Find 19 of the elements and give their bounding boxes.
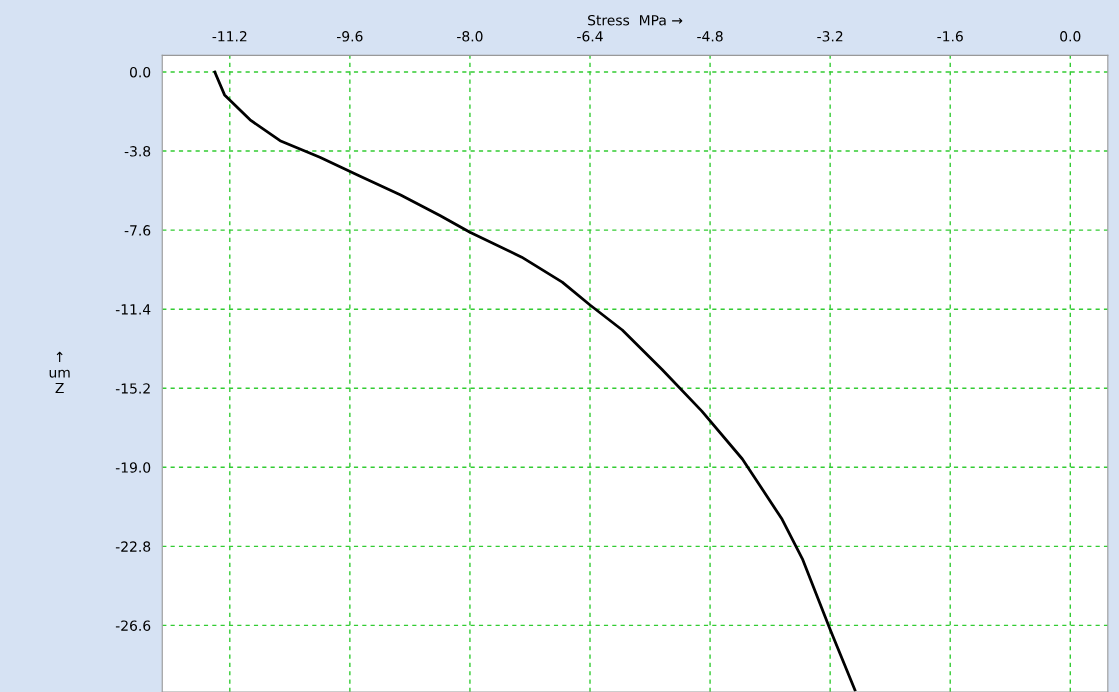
x-tick-label: -11.2 bbox=[212, 31, 247, 42]
x-tick-label: -8.0 bbox=[457, 31, 483, 42]
y-tick-label: -22.8 bbox=[115, 541, 151, 552]
y-tick-label: -19.0 bbox=[115, 462, 151, 473]
x-axis-title: Stress MPa → bbox=[588, 14, 683, 26]
y-tick-label: -15.2 bbox=[115, 383, 150, 394]
x-tick-label: 0.0 bbox=[1060, 31, 1081, 42]
x-tick-label: -9.6 bbox=[337, 31, 363, 42]
y-tick-label: 0.0 bbox=[129, 66, 151, 78]
line-series bbox=[213, 70, 857, 692]
x-tick-label: -1.6 bbox=[937, 31, 963, 42]
x-tick-label: -4.8 bbox=[697, 31, 723, 42]
x-tick-label: -3.2 bbox=[817, 31, 843, 42]
y-tick-label: -3.8 bbox=[124, 146, 151, 157]
y-axis-title: ↑ um Z bbox=[49, 351, 70, 394]
x-tick-label: -6.4 bbox=[577, 31, 603, 42]
y-tick-label: -26.6 bbox=[115, 620, 151, 631]
y-tick-label: -11.4 bbox=[115, 304, 151, 315]
y-tick-label: -7.6 bbox=[124, 225, 151, 236]
